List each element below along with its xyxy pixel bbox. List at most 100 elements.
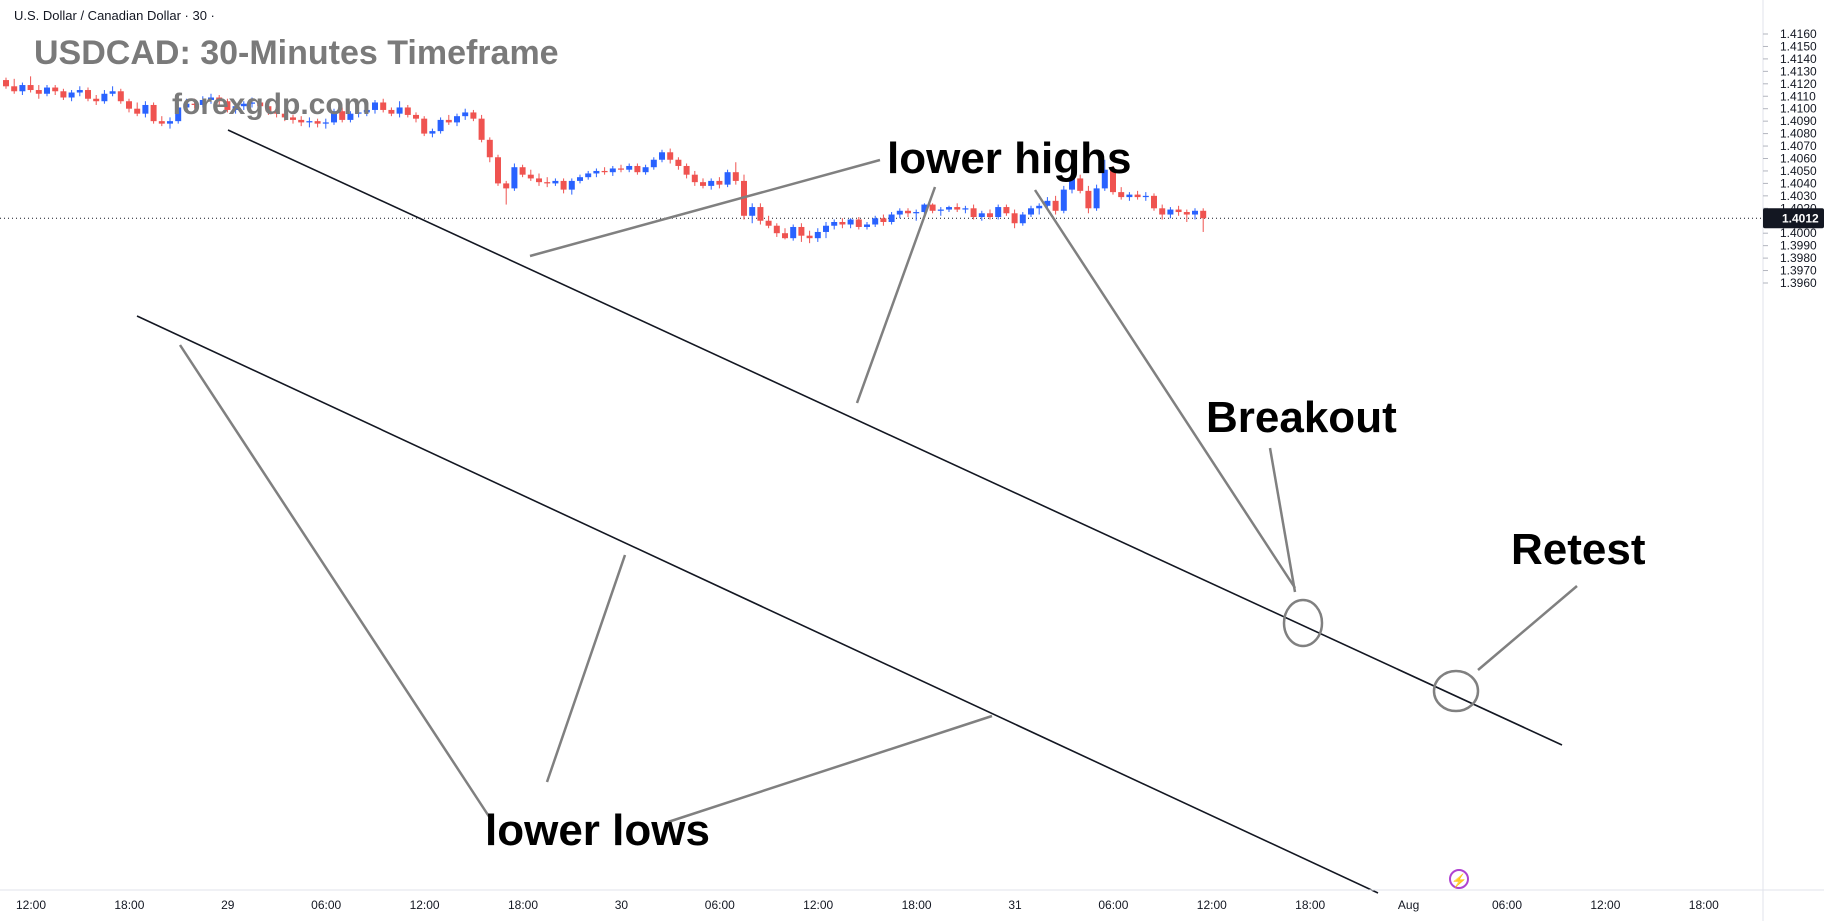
price-tick-label: 1.4100 bbox=[1780, 102, 1817, 116]
candle-body bbox=[650, 159, 657, 168]
candle-body bbox=[240, 103, 247, 107]
candle-body bbox=[437, 119, 444, 132]
candle-body bbox=[1183, 212, 1190, 215]
price-tick-label: 1.3980 bbox=[1780, 251, 1817, 265]
candle-body bbox=[823, 225, 829, 232]
candle-body bbox=[872, 218, 879, 225]
callout-lower-highs-3 bbox=[1033, 189, 1297, 589]
candle-body bbox=[1134, 194, 1141, 198]
candle-body bbox=[536, 178, 542, 183]
candle-body bbox=[1011, 213, 1018, 224]
candle-body bbox=[806, 235, 813, 239]
candle-body bbox=[544, 182, 551, 184]
candle-body bbox=[519, 167, 526, 175]
candle-body bbox=[724, 172, 731, 185]
candle-body bbox=[249, 102, 255, 104]
candle-body bbox=[1052, 200, 1059, 211]
time-tick-label: 18:00 bbox=[1295, 898, 1325, 912]
price-tick-label: 1.4120 bbox=[1780, 77, 1817, 91]
candle-body bbox=[19, 85, 26, 92]
candle-body bbox=[429, 131, 436, 134]
candle-body bbox=[683, 165, 690, 175]
candle-body bbox=[413, 114, 419, 119]
candle-body bbox=[1085, 190, 1092, 209]
candle-body bbox=[1175, 209, 1182, 213]
price-tick-label: 1.4060 bbox=[1780, 152, 1817, 166]
symbol-label[interactable]: U.S. Dollar / Canadian Dollar · 30 · bbox=[14, 8, 215, 23]
price-tick-label: 1.4070 bbox=[1780, 139, 1817, 153]
candle-body bbox=[298, 119, 305, 123]
candle-body bbox=[757, 207, 764, 221]
candle-body bbox=[421, 118, 428, 134]
candle-body bbox=[609, 168, 616, 173]
time-tick-label: 12:00 bbox=[1590, 898, 1620, 912]
annotation-retest: Retest bbox=[1511, 525, 1646, 574]
candle-body bbox=[585, 173, 592, 178]
candle-body bbox=[577, 177, 583, 181]
callout-lower-highs-1 bbox=[529, 158, 881, 258]
price-tick-label: 1.3990 bbox=[1780, 239, 1817, 253]
time-tick-label: 06:00 bbox=[705, 898, 735, 912]
candle-body bbox=[404, 107, 411, 115]
candle-body bbox=[634, 165, 641, 173]
annotation-lower-highs: lower highs bbox=[887, 134, 1132, 183]
time-tick-label: 12:00 bbox=[803, 898, 833, 912]
time-tick-label: 31 bbox=[1008, 898, 1022, 912]
candle-body bbox=[626, 165, 633, 170]
annotation-breakout: Breakout bbox=[1206, 393, 1397, 442]
callout-retest bbox=[1477, 585, 1578, 671]
candle-body bbox=[1200, 210, 1207, 219]
candle-body bbox=[265, 106, 272, 112]
trendlines bbox=[136, 129, 1563, 894]
time-tick-label: 12:00 bbox=[1197, 898, 1227, 912]
candle-body bbox=[101, 93, 108, 102]
candle-body bbox=[1101, 169, 1108, 189]
candle-body bbox=[1159, 208, 1166, 215]
candle-body bbox=[978, 213, 985, 218]
candle-body bbox=[1060, 189, 1067, 211]
candle-body bbox=[117, 91, 124, 102]
lightning-bolt-icon[interactable]: ⚡ bbox=[1449, 869, 1469, 889]
candle-body bbox=[1028, 208, 1034, 215]
candle-body bbox=[454, 116, 460, 123]
candle-body bbox=[27, 85, 34, 91]
candle-body bbox=[790, 226, 797, 239]
candle-body bbox=[946, 207, 952, 210]
price-tick-label: 1.4150 bbox=[1780, 39, 1817, 53]
candle-body bbox=[987, 213, 993, 218]
last-price-tag[interactable] bbox=[1763, 208, 1824, 229]
last-price-value: 1.4012 bbox=[1782, 211, 1819, 225]
candle-body bbox=[478, 118, 485, 140]
candle-body bbox=[52, 87, 59, 92]
candle-body bbox=[1110, 169, 1116, 193]
candle-body bbox=[290, 117, 296, 120]
candle-body bbox=[503, 183, 510, 189]
candle-body bbox=[1142, 195, 1149, 198]
time-tick-label: 12:00 bbox=[410, 898, 440, 912]
candle-body bbox=[814, 231, 821, 239]
candle-body bbox=[216, 97, 223, 102]
candle-body bbox=[527, 174, 534, 179]
price-tick-label: 1.4160 bbox=[1780, 27, 1817, 41]
candle-body bbox=[150, 104, 157, 122]
annotation-lower-lows: lower lows bbox=[485, 806, 710, 855]
time-tick-label: 06:00 bbox=[1492, 898, 1522, 912]
candle-body bbox=[618, 168, 624, 170]
candle-body bbox=[1003, 207, 1010, 214]
time-tick-label: 18:00 bbox=[1689, 898, 1719, 912]
candle-body bbox=[134, 108, 141, 114]
breakout-circle bbox=[1282, 598, 1324, 648]
candle-body bbox=[511, 167, 518, 189]
callout-lower-highs-2 bbox=[855, 186, 937, 404]
candle-body bbox=[962, 208, 969, 210]
candle-body bbox=[675, 159, 682, 166]
time-tick-label: 06:00 bbox=[311, 898, 341, 912]
candle-body bbox=[109, 91, 116, 94]
candle-body bbox=[568, 180, 575, 190]
candle-body bbox=[68, 92, 75, 98]
candle-body bbox=[167, 121, 173, 124]
price-tick-label: 1.4050 bbox=[1780, 164, 1817, 178]
